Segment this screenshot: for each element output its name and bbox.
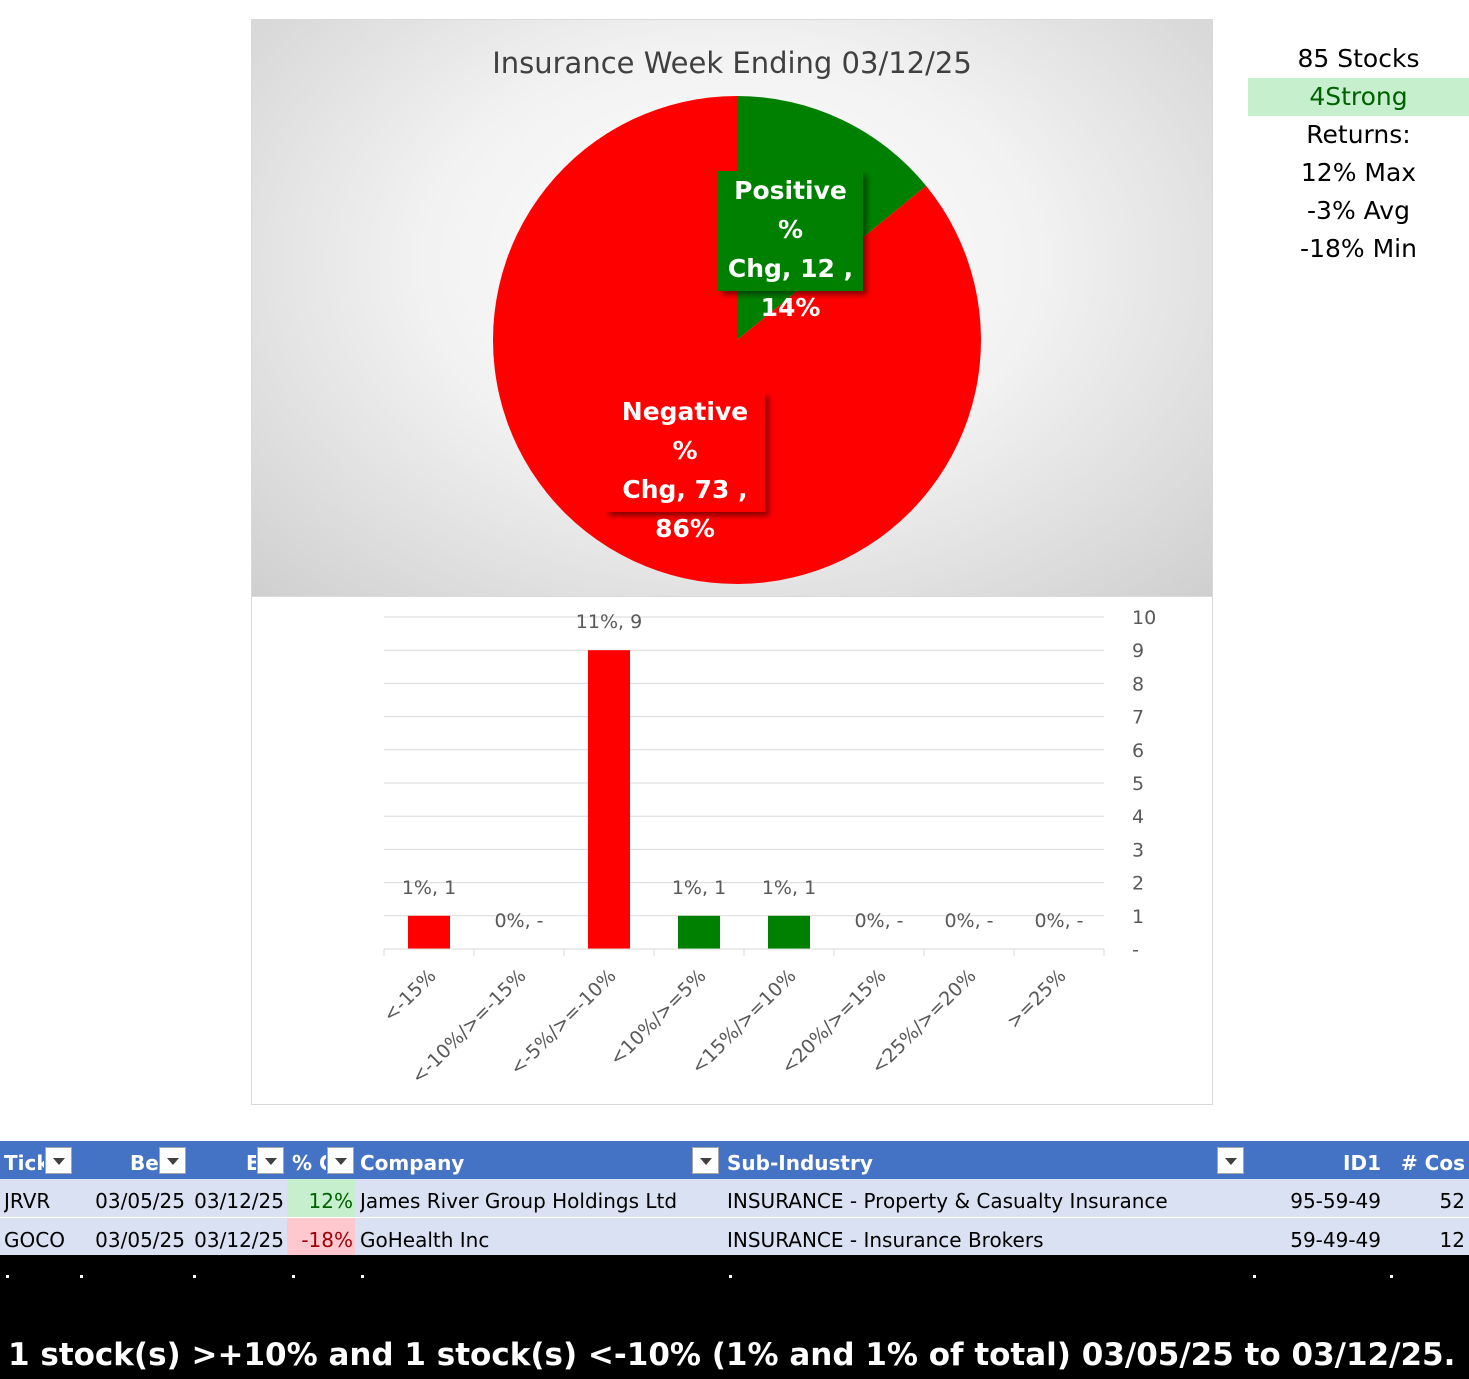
header-company: Company: [360, 1151, 465, 1175]
summary-footer: 1 stock(s) >+10% and 1 stock(s) <-10% (1…: [0, 1255, 1469, 1379]
bar-data-label: 11%, 9: [576, 611, 642, 633]
bar-data-label: 1%, 1: [402, 877, 456, 899]
pie-label-negative-line-2: Chg, 73 ,: [622, 475, 748, 504]
filter-end-button[interactable]: [257, 1147, 284, 1174]
bar-chart: - 1 2 3 4 5 6 7 8 9 10 1%, 1 0%, - 11%, 9 1%, 1 1%, 1 0…: [379, 607, 1156, 1088]
y-tick-label: 2: [1132, 873, 1144, 895]
y-tick-label: -: [1132, 939, 1139, 961]
stock-count: 85 Stocks: [1297, 44, 1420, 73]
y-tick-label: 5: [1132, 773, 1144, 795]
footer-dot: [193, 1275, 196, 1278]
y-tick-label: 6: [1132, 740, 1144, 762]
bar[interactable]: [768, 915, 810, 949]
filter-sub-industry-button[interactable]: [1217, 1147, 1244, 1174]
filter-company-button[interactable]: [692, 1147, 719, 1174]
bar-chart-x-axis: <-15%<-10%/>=-15%<-5%/>=-10%<10%/>=5%<15…: [379, 948, 1105, 1088]
bar-data-label: 0%, -: [494, 910, 543, 932]
footer-dot: [1253, 1275, 1256, 1278]
header-cos: # Cos: [1400, 1151, 1465, 1175]
cell-begin: 03/05/25: [95, 1228, 185, 1252]
header-sub-industry: Sub-Industry: [727, 1151, 873, 1175]
footer-dot: [80, 1275, 83, 1278]
footer-dot: [361, 1275, 364, 1278]
cell-cos: 12: [1439, 1228, 1465, 1252]
return-max: 12% Max: [1300, 158, 1417, 187]
filter-pct-change-button[interactable]: [327, 1147, 354, 1174]
footer-dot: [6, 1275, 9, 1278]
bar-chart-bars: [408, 650, 810, 949]
y-tick-label: 7: [1132, 707, 1144, 729]
strong-count: 4Strong: [1248, 78, 1469, 116]
cell-begin: 03/05/25: [95, 1189, 185, 1213]
header-end: E: [246, 1151, 256, 1175]
bar[interactable]: [588, 650, 630, 949]
cell-end: 03/12/25: [194, 1228, 284, 1252]
cell-sub-industry: INSURANCE - Insurance Brokers: [727, 1228, 1044, 1252]
pie-label-positive-line-2: Chg, 12 ,: [727, 254, 854, 283]
bar-chart-panel: - 1 2 3 4 5 6 7 8 9 10 1%, 1 0%, - 11%, 9 1%, 1 1%, 1 0…: [251, 597, 1213, 1105]
y-tick-label: 8: [1132, 673, 1144, 695]
table-row[interactable]: GOCO 03/05/25 03/12/25 -18% GoHealth Inc…: [0, 1218, 1469, 1257]
header-id1: ID1: [1343, 1151, 1381, 1175]
y-tick-label: 10: [1132, 607, 1156, 629]
x-tick-label: <-15%: [379, 965, 441, 1027]
pie-label-negative: Negative % Chg, 73 , 86%: [605, 392, 765, 543]
bar-data-label: 1%, 1: [672, 877, 726, 899]
cell-cos: 52: [1439, 1189, 1465, 1213]
pie-label-positive-line-3: 14%: [760, 293, 821, 322]
cell-company: James River Group Holdings Ltd: [360, 1189, 678, 1213]
pie-label-positive: Positive % Chg, 12 , 14%: [718, 171, 863, 322]
cell-pct-change: 12%: [287, 1179, 355, 1217]
footer-dot: [729, 1275, 732, 1278]
pie-label-positive-line-1: Positive %: [734, 176, 847, 244]
return-avg: -3% Avg: [1307, 196, 1410, 225]
cell-pct-change: -18%: [287, 1218, 355, 1256]
cell-id1: 95-59-49: [1290, 1189, 1381, 1213]
y-tick-label: 1: [1132, 906, 1144, 928]
bar[interactable]: [408, 915, 450, 949]
header-ticker: Tick: [4, 1151, 44, 1175]
stock-table: Tick Be E % C Company Sub-Industry ID1 #…: [0, 1141, 1469, 1257]
bar-data-label: 1%, 1: [762, 877, 816, 899]
bar-data-label: 0%, -: [944, 910, 993, 932]
filter-begin-button[interactable]: [159, 1147, 186, 1174]
summary-side-panel: 85 Stocks 4Strong Returns: 12% Max -3% A…: [1248, 40, 1469, 268]
header-begin: Be: [130, 1151, 158, 1175]
cell-id1: 59-49-49: [1290, 1228, 1381, 1252]
y-tick-label: 9: [1132, 640, 1144, 662]
pie-chart-title: Insurance Week Ending 03/12/25: [492, 46, 972, 80]
cell-sub-industry: INSURANCE - Property & Casualty Insuranc…: [727, 1189, 1168, 1213]
returns-label: Returns:: [1306, 120, 1411, 149]
table-header-row: Tick Be E % C Company Sub-Industry ID1 #…: [0, 1141, 1469, 1179]
cell-company: GoHealth Inc: [360, 1228, 490, 1252]
cell-ticker: GOCO: [4, 1228, 65, 1252]
y-tick-label: 3: [1132, 839, 1144, 861]
cell-end: 03/12/25: [194, 1189, 284, 1213]
return-min: -18% Min: [1300, 234, 1417, 263]
table-row[interactable]: JRVR 03/05/25 03/12/25 12% James River G…: [0, 1179, 1469, 1218]
y-tick-label: 4: [1132, 806, 1144, 828]
bar[interactable]: [678, 915, 720, 949]
x-tick-label: >=25%: [1003, 965, 1071, 1033]
bar-chart-data-labels: 1%, 1 0%, - 11%, 9 1%, 1 1%, 1 0%, - 0%, - 0%, …: [402, 611, 1084, 932]
pie-chart-panel: Insurance Week Ending 03/12/25 Positive …: [251, 19, 1213, 597]
bar-data-label: 0%, -: [854, 910, 903, 932]
footer-dot: [292, 1275, 295, 1278]
bar-chart-gridlines: [384, 616, 1104, 917]
bar-data-label: 0%, -: [1034, 910, 1083, 932]
pie-label-negative-line-3: 86%: [655, 514, 715, 543]
cell-ticker: JRVR: [4, 1189, 51, 1213]
filter-ticker-button[interactable]: [45, 1147, 72, 1174]
pie-label-negative-line-1: Negative %: [621, 397, 749, 465]
bar-chart-y-axis: - 1 2 3 4 5 6 7 8 9 10: [1132, 607, 1156, 961]
summary-text: 1 stock(s) >+10% and 1 stock(s) <-10% (1…: [8, 1337, 1456, 1373]
footer-dot: [1390, 1275, 1393, 1278]
header-pct-change: % C: [292, 1151, 326, 1175]
